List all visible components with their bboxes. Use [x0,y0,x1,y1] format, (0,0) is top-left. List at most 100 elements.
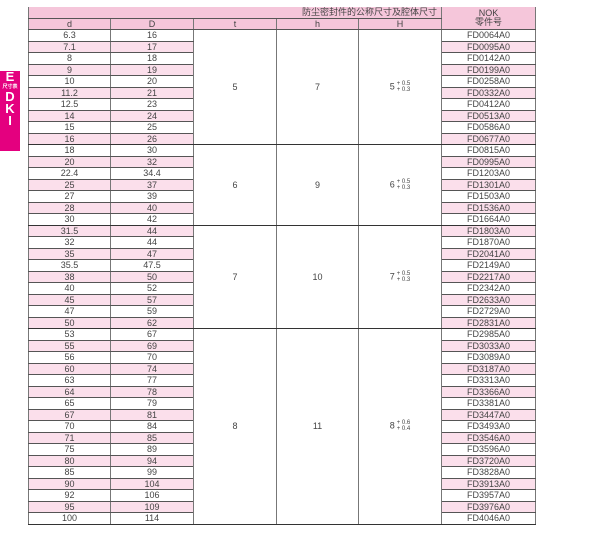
cell-part-number: FD3381A0 [441,397,536,410]
cell-D: 89 [110,443,194,456]
cell-D: 40 [110,202,194,214]
cell-D: 26 [110,133,194,145]
cell-t: 6 [193,144,277,226]
cell-D: 70 [110,351,194,364]
cell-D: 85 [110,432,194,444]
cell-part-number: FD3366A0 [441,386,536,398]
cell-D: 57 [110,294,194,306]
cell-d: 10 [28,75,111,88]
cell-d: 16 [28,133,111,145]
cell-D: 25 [110,121,194,134]
table-row: 11.2 21 FD0332A0 [28,87,536,99]
cell-part-number: FD3957A0 [441,489,536,502]
cell-t: 8 [193,328,277,525]
cell-D: 44 [110,236,194,249]
cell-d: 56 [28,351,111,364]
cell-d: 40 [28,282,111,295]
cell-d: 60 [28,363,111,375]
cell-part-number: FD3828A0 [441,466,536,479]
cell-part-number: FD0677A0 [441,133,536,145]
cell-d: 63 [28,374,111,387]
cell-part-number: FD1664A0 [441,213,536,226]
cell-d: 75 [28,443,111,456]
cell-part-number: FD0815A0 [441,144,536,157]
cell-D: 94 [110,455,194,467]
cell-D: 77 [110,374,194,387]
cell-d: 25 [28,179,111,191]
cell-part-number: FD2831A0 [441,317,536,329]
table-row: 18 30 6 9 6 + 0.5 + 0.3 FD0815A0 [28,144,536,226]
side-tab-letter-i: I [8,113,12,128]
cell-d: 9 [28,64,111,76]
cell-D: 67 [110,328,194,341]
cell-d: 65 [28,397,111,410]
H-lower-tolerance: + 0.3 [396,184,411,191]
cell-d: 80 [28,455,111,467]
table-row: 47 59 FD2729A0 [28,305,536,318]
cell-part-number: FD3089A0 [441,351,536,364]
H-tolerance: + 0.5 + 0.3 [397,81,411,93]
section-tab[interactable]: E 尺寸表 D K I [0,70,20,151]
table-row: 8 18 FD0142A0 [28,52,536,65]
cell-D: 39 [110,190,194,203]
cell-d: 38 [28,271,111,283]
H-base-value: 7 [389,271,395,282]
table-row: 75 89 FD3596A0 [28,443,536,456]
table-row: 95 109 FD3976A0 [28,501,536,513]
table-row: 32 44 FD1870A0 [28,236,536,249]
H-lower-tolerance: + 0.3 [396,87,411,93]
cell-part-number: FD2342A0 [441,282,536,295]
cell-d: 15 [28,121,111,134]
cell-d: 92 [28,489,111,502]
cell-part-number: FD0064A0 [441,29,536,42]
table-row: 6.3 16 5 7 5 + 0.5 + 0.3 FD0064A0 [28,29,536,145]
cell-D: 74 [110,363,194,375]
cell-H: 5 + 0.5 + 0.3 [358,29,442,145]
table-row: 14 24 FD0513A0 [28,110,536,122]
cell-d: 85 [28,466,111,479]
cell-D: 32 [110,156,194,168]
header-row-1: 防尘密封件的公称尺寸及腔体尺寸 NOK 零件号 [28,7,536,30]
table-row: 85 99 FD3828A0 [28,466,536,479]
nok-label: NOK [478,8,499,18]
table-row: 28 40 FD1536A0 [28,202,536,214]
cell-D: 84 [110,420,194,433]
H-tolerance: + 0.5 + 0.3 [397,271,411,283]
table-row: 71 85 FD3546A0 [28,432,536,444]
cell-d: 35 [28,248,111,260]
table-row: 38 50 FD2217A0 [28,271,536,283]
H-upper-tolerance: + 0.5 [396,178,411,185]
cell-d: 71 [28,432,111,444]
cell-part-number: FD3976A0 [441,501,536,513]
table-row: 100 114 FD4046A0 [28,512,536,525]
H-tolerance: + 0.5 + 0.3 [397,179,411,191]
table-row: 22.4 34.4 FD1203A0 [28,167,536,180]
side-tab-letter-k: K [5,101,15,116]
table-body: 6.3 16 5 7 5 + 0.5 + 0.3 FD0064A0 7.1 17 FD0095A0 8… [28,29,536,525]
H-upper-tolerance: + 0.6 [396,420,411,427]
cell-d: 64 [28,386,111,398]
cell-D: 59 [110,305,194,318]
cell-d: 30 [28,213,111,226]
cell-d: 95 [28,501,111,513]
cell-part-number: FD4046A0 [441,512,536,525]
cell-part-number: FD2149A0 [441,259,536,272]
cell-d: 11.2 [28,87,111,99]
cell-part-number: FD2633A0 [441,294,536,306]
cell-h: 11 [276,328,359,525]
H-upper-tolerance: + 0.5 [396,81,411,87]
cell-part-number: FD3720A0 [441,455,536,467]
table-row: 65 79 FD3381A0 [28,397,536,410]
col-header-D: D [110,18,194,30]
table-row: 92 106 FD3957A0 [28,489,536,502]
cell-h: 7 [276,29,359,145]
cell-part-number: FD2041A0 [441,248,536,260]
cell-d: 31.5 [28,225,111,237]
cell-d: 27 [28,190,111,203]
cell-part-number: FD1203A0 [441,167,536,180]
cell-d: 53 [28,328,111,341]
table-row: 67 81 FD3447A0 [28,409,536,421]
table-row: 56 70 FD3089A0 [28,351,536,364]
cell-d: 67 [28,409,111,421]
table-row: 35 47 FD2041A0 [28,248,536,260]
